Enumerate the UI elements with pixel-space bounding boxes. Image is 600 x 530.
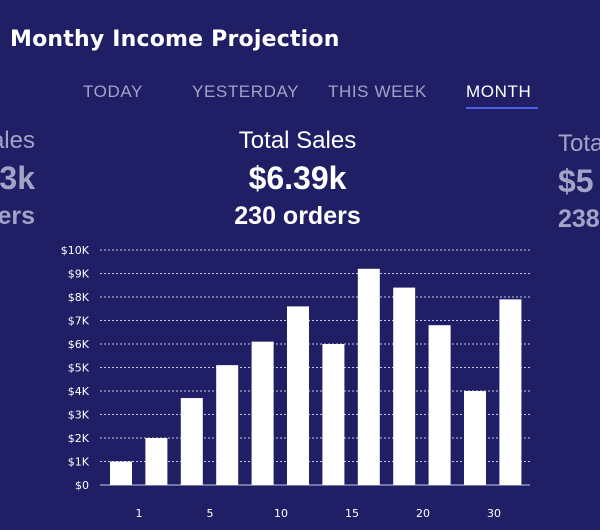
y-tick-label: $0 [75, 479, 89, 492]
bar[interactable] [428, 325, 451, 485]
x-tick-label: 10 [274, 507, 288, 520]
bar[interactable] [357, 268, 380, 485]
summary-label: Total Sales [238, 127, 357, 154]
active-tab-indicator [466, 107, 538, 109]
y-tick-label: $6K [68, 338, 90, 351]
summary-orders: ders [0, 202, 35, 230]
y-tick-label: $2K [68, 432, 90, 445]
bar[interactable] [145, 438, 168, 485]
bar[interactable] [180, 398, 203, 485]
y-tick-label: $4K [68, 385, 90, 398]
y-tick-label: $5K [68, 362, 90, 375]
y-tick-label: $9K [68, 268, 90, 281]
y-tick-label: $1K [68, 456, 90, 469]
x-tick-label: 30 [487, 507, 501, 520]
y-tick-label: $7K [68, 315, 90, 328]
y-tick-label: $8K [68, 291, 90, 304]
summary-amount: 3k [0, 160, 35, 196]
summary-panel-next[interactable]: Tota $5 238 [558, 128, 600, 236]
bar[interactable] [499, 299, 522, 485]
y-tick-label: $10K [61, 244, 90, 257]
summary-panel-previous[interactable]: Sales 3k ders [0, 125, 35, 233]
tab-this-week[interactable]: THIS WEEK [328, 82, 427, 101]
summary-amount: $5 [558, 163, 594, 199]
summary-orders: 230 orders [234, 202, 361, 230]
summary-panel-current: Total Sales $6.39k 230 orders [200, 125, 395, 233]
tab-today[interactable]: TODAY [83, 82, 143, 101]
bar[interactable] [393, 287, 416, 485]
bar[interactable] [216, 365, 239, 485]
summary-label: Sales [0, 127, 35, 154]
x-tick-label: 15 [345, 507, 359, 520]
tab-month[interactable]: MONTH [466, 82, 532, 101]
summary-amount: $6.39k [248, 160, 347, 196]
tab-yesterday[interactable]: YESTERDAY [192, 82, 300, 101]
x-tick-label: 20 [416, 507, 430, 520]
x-tick-label: 5 [207, 507, 214, 520]
page-title: Monthy Income Projection [10, 27, 340, 52]
x-tick-label: 1 [136, 507, 143, 520]
bar[interactable] [322, 344, 345, 485]
y-tick-label: $3K [68, 409, 90, 422]
period-tabs: TODAY YESTERDAY THIS WEEK MONTH [0, 82, 600, 112]
summary-label: Tota [558, 130, 600, 157]
bar[interactable] [110, 461, 132, 486]
bar[interactable] [464, 391, 486, 485]
bar[interactable] [251, 341, 274, 485]
summary-orders: 238 [558, 205, 600, 233]
bar[interactable] [287, 306, 309, 485]
